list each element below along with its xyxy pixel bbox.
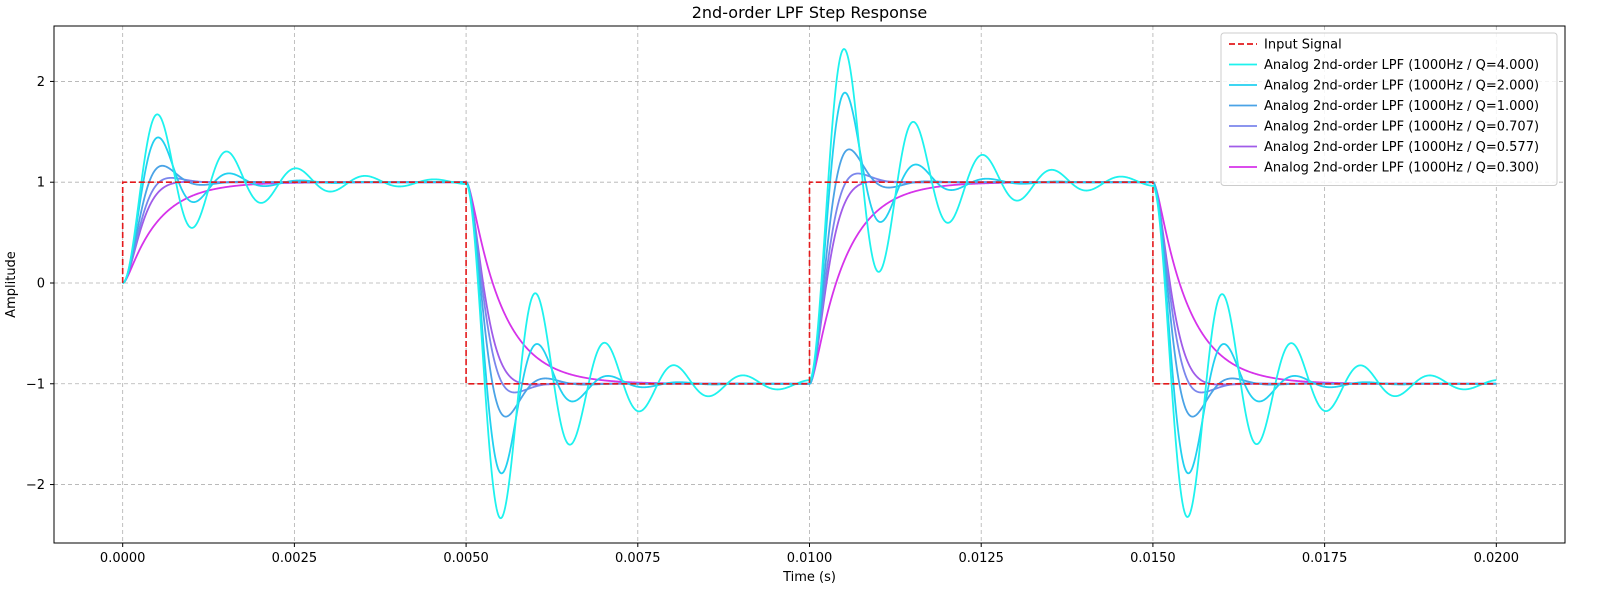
x-tick-label: 0.0100 bbox=[787, 551, 833, 566]
y-tick-label: 0 bbox=[37, 276, 45, 291]
legend-label: Analog 2nd-order LPF (1000Hz / Q=0.707) bbox=[1264, 120, 1539, 135]
y-axis-label: Amplitude bbox=[4, 251, 19, 318]
legend-box bbox=[1220, 32, 1558, 186]
x-tick-label: 0.0050 bbox=[443, 551, 489, 566]
y-axis: −2 −1 0 1 2 bbox=[26, 75, 54, 493]
input-signal-line bbox=[121, 181, 1497, 385]
legend-item: Analog 2nd-order LPF (1000Hz / Q=0.577) bbox=[1229, 140, 1539, 155]
y-tick-label: −2 bbox=[26, 478, 45, 493]
x-tick-label: 0.0000 bbox=[100, 551, 146, 566]
x-axis: 0.0000 0.0025 0.0050 0.0075 0.0100 0.0125 0.01… bbox=[100, 543, 1519, 566]
y-tick-label: 1 bbox=[37, 176, 45, 191]
y-tick-label: 2 bbox=[37, 75, 45, 90]
x-tick-label: 0.0175 bbox=[1302, 551, 1348, 566]
legend-label: Analog 2nd-order LPF (1000Hz / Q=2.000) bbox=[1264, 79, 1539, 94]
legend-item: Input Signal bbox=[1229, 38, 1342, 53]
x-tick-label: 0.0125 bbox=[958, 551, 1004, 566]
legend-item: Analog 2nd-order LPF (1000Hz / Q=4.000) bbox=[1229, 58, 1539, 73]
legend-item: Analog 2nd-order LPF (1000Hz / Q=2.000) bbox=[1229, 79, 1539, 94]
x-tick-label: 0.0150 bbox=[1130, 551, 1176, 566]
x-axis-label: Time (s) bbox=[782, 570, 836, 585]
x-tick-label: 0.0025 bbox=[272, 551, 318, 566]
y-tick-label: −1 bbox=[26, 377, 45, 392]
plot-lines bbox=[121, 48, 1497, 520]
legend-label: Analog 2nd-order LPF (1000Hz / Q=1.000) bbox=[1264, 99, 1539, 114]
legend-item: Analog 2nd-order LPF (1000Hz / Q=0.300) bbox=[1229, 161, 1539, 176]
x-tick-label: 0.0075 bbox=[615, 551, 661, 566]
legend-label: Analog 2nd-order LPF (1000Hz / Q=4.000) bbox=[1264, 58, 1539, 73]
legend-item: Analog 2nd-order LPF (1000Hz / Q=0.707) bbox=[1229, 120, 1539, 135]
x-tick-label: 0.0200 bbox=[1474, 551, 1520, 566]
legend-label: Analog 2nd-order LPF (1000Hz / Q=0.300) bbox=[1264, 161, 1539, 176]
legend-label: Analog 2nd-order LPF (1000Hz / Q=0.577) bbox=[1264, 140, 1539, 155]
legend-item: Analog 2nd-order LPF (1000Hz / Q=1.000) bbox=[1229, 99, 1539, 114]
legend: Input Signal Analog 2nd-order LPF (1000Hz… bbox=[1220, 32, 1558, 186]
legend-label: Input Signal bbox=[1264, 38, 1342, 53]
chart-title: 2nd-order LPF Step Response bbox=[692, 3, 928, 22]
